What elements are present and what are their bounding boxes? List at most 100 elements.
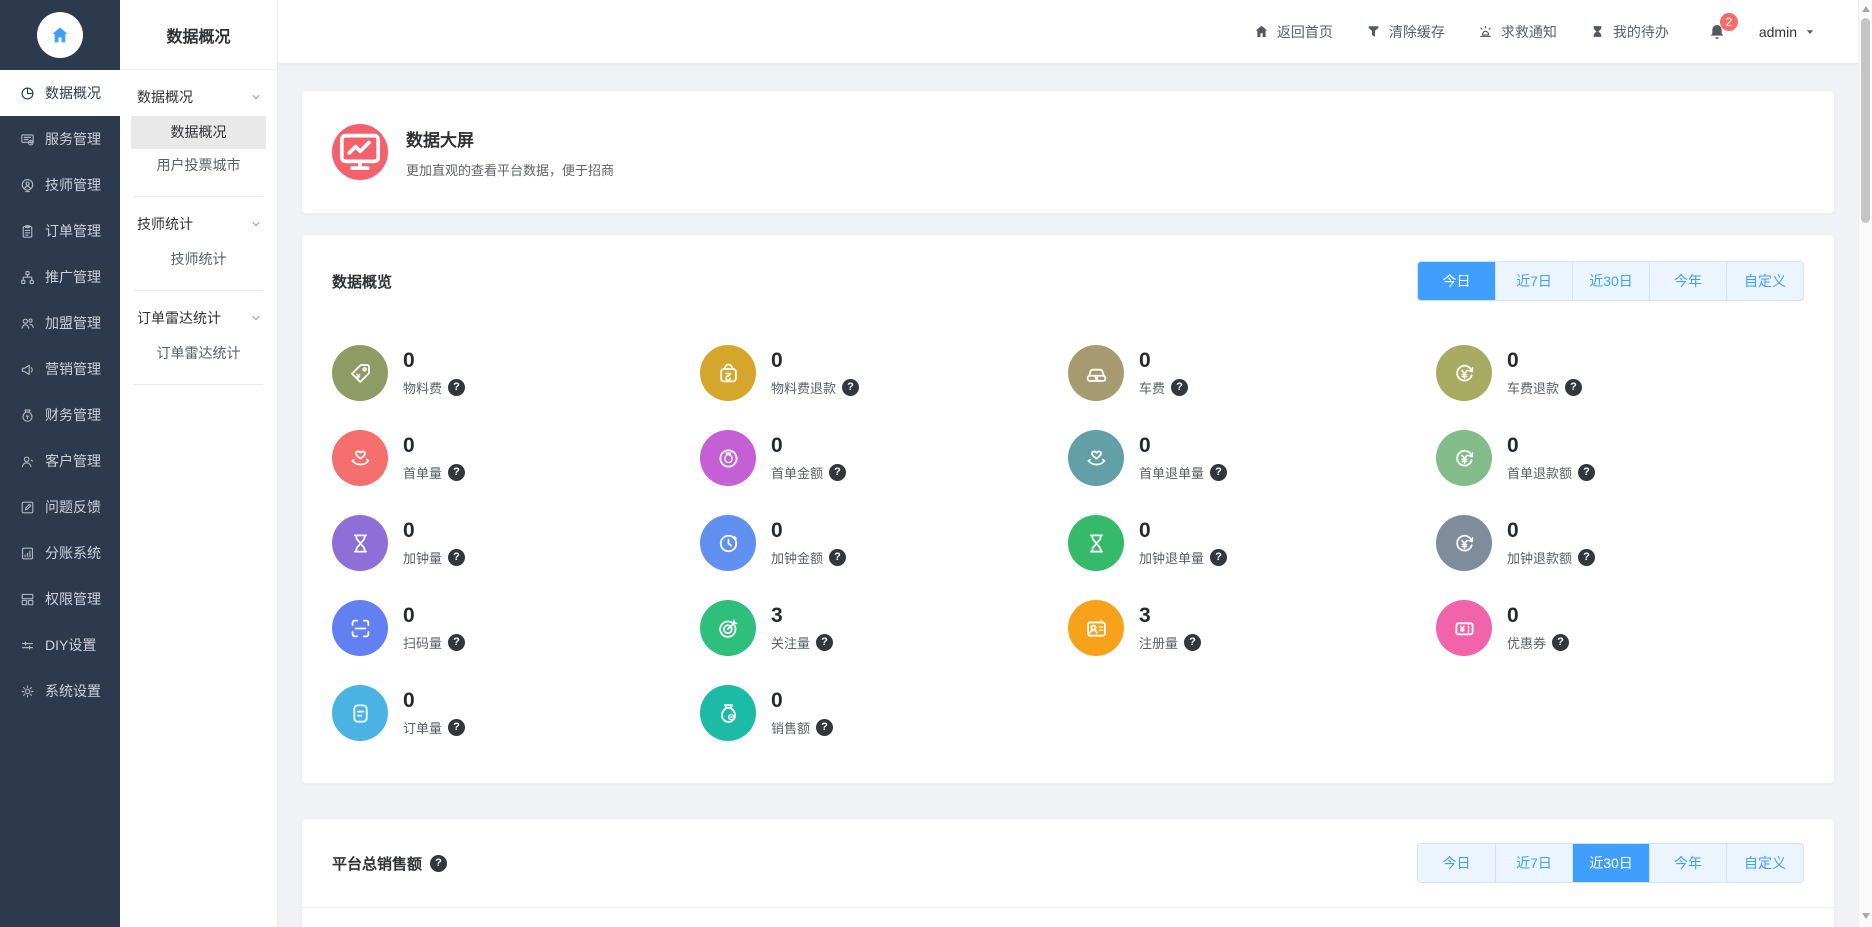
tab-近7日[interactable]: 近7日 [1495, 844, 1572, 883]
help-icon[interactable]: ? [1578, 463, 1596, 481]
subnav-group-header[interactable]: 订单雷达统计 [120, 299, 277, 337]
subnav-item[interactable]: 数据概况 [131, 116, 266, 149]
help-icon[interactable]: ? [1578, 548, 1596, 566]
overview-card: 数据概览 今日 近7日 近30日 今年 自定义 0 物料费? 0 物料费退款? 0 车费? 0 车费退… [302, 235, 1834, 784]
stat-text: 0 扫码量? [403, 604, 466, 652]
subnav-group-header[interactable]: 技师统计 [120, 205, 277, 243]
stat-item: 0 首单退单量? [1068, 430, 1436, 487]
stat-value: 0 [1139, 518, 1151, 542]
settings-icon [19, 683, 36, 700]
sidebar-item-franchise[interactable]: 加盟管理 [0, 300, 120, 346]
stat-label-row: 加钟退款额? [1507, 548, 1596, 567]
subnav-item[interactable]: 用户投票城市 [156, 157, 241, 173]
subnav-item[interactable]: 技师统计 [170, 251, 227, 267]
heart-hands-icon [332, 430, 388, 487]
franchise-icon [19, 315, 36, 332]
subnav-item[interactable]: 订单雷达统计 [156, 345, 241, 361]
help-icon[interactable]: ? [448, 463, 466, 481]
tab-近30日[interactable]: 近30日 [1572, 844, 1649, 883]
stat-value: 0 [771, 688, 783, 712]
sidebar-item-label: DIY设置 [45, 637, 97, 653]
help-icon[interactable]: ? [829, 548, 847, 566]
sidebar-item-finance[interactable]: 财务管理 [0, 392, 120, 438]
tab-今日[interactable]: 今日 [1442, 855, 1471, 872]
tab-近30日[interactable]: 近30日 [1572, 262, 1649, 301]
customer-icon [19, 453, 36, 470]
stat-label-row: 扫码量? [403, 633, 466, 652]
notifications-button[interactable]: 2 [1707, 12, 1738, 42]
sidebar-item-service[interactable]: 服务管理 [0, 116, 120, 162]
chevron-down-icon [249, 311, 263, 325]
stat-label: 加钟量 [403, 550, 443, 566]
sidebar-item-technician[interactable]: 技师管理 [0, 162, 120, 208]
banner-title: 数据大屏 [406, 130, 474, 150]
sidebar-item-settings[interactable]: 系统设置 [0, 668, 120, 714]
sidebar-item-feedback[interactable]: 问题反馈 [0, 484, 120, 530]
sidebar-item-permission[interactable]: 权限管理 [0, 576, 120, 622]
help-icon[interactable]: ? [816, 718, 834, 736]
help-icon[interactable]: ? [1171, 378, 1189, 396]
help-icon[interactable]: ? [1210, 548, 1228, 566]
heart-hands-icon [1068, 430, 1124, 487]
stat-item: 0 加钟退单量? [1068, 515, 1436, 572]
stat-item: 0 首单金额? [700, 430, 1068, 487]
help-icon[interactable]: ? [816, 633, 834, 651]
logo[interactable] [0, 0, 120, 70]
help-icon[interactable]: ? [1552, 633, 1570, 651]
tab-今年[interactable]: 今年 [1649, 262, 1726, 301]
help-icon[interactable]: ? [1565, 378, 1583, 396]
stat-label: 扫码量 [403, 635, 443, 651]
header-action-clear-cache[interactable]: 清除缓存 [1365, 22, 1445, 42]
help-icon[interactable]: ? [448, 548, 466, 566]
tab-近7日[interactable]: 近7日 [1495, 262, 1572, 301]
subnav-group-title: 订单雷达统计 [137, 310, 221, 326]
stat-label: 车费 [1139, 380, 1166, 396]
help-icon[interactable]: ? [448, 633, 466, 651]
help-icon[interactable]: ? [430, 854, 448, 872]
divider [134, 290, 263, 291]
sidebar: 数据概况 服务管理技师管理订单管理推广管理加盟管理 营销管理 财务管理 客户管理 问题反馈… [0, 0, 120, 927]
help-icon[interactable]: ? [829, 463, 847, 481]
stat-value: 0 [403, 348, 415, 372]
header-action-label: 返回首页 [1276, 23, 1333, 40]
sidebar-item-label: 技师管理 [45, 177, 101, 193]
data-screen-banner[interactable]: 数据大屏 更加直观的查看平台数据，便于招商 [302, 91, 1834, 214]
help-icon[interactable]: ? [1184, 633, 1202, 651]
stat-label: 车费退款 [1507, 380, 1560, 396]
header-action-todo[interactable]: 我的待办 [1589, 22, 1669, 42]
scrollbar-thumb[interactable] [1861, 18, 1870, 223]
tab-自定义[interactable]: 自定义 [1726, 844, 1803, 883]
sidebar-item-ledger[interactable]: 分账系统 [0, 530, 120, 576]
stat-text: 0 首单退单量? [1139, 434, 1228, 482]
tab-自定义[interactable]: 自定义 [1726, 262, 1803, 301]
hourglass-icon [332, 515, 388, 572]
tag-icon [332, 345, 388, 402]
header-action-home[interactable]: 返回首页 [1253, 22, 1333, 42]
sidebar-item-promotion[interactable]: 推广管理 [0, 254, 120, 300]
sidebar-item-pie-chart[interactable]: 数据概况 [0, 70, 120, 116]
user-menu[interactable]: admin [1759, 24, 1816, 40]
scrollbar-down-arrow[interactable] [1859, 909, 1872, 923]
subnav-group-header[interactable]: 数据概况 [120, 78, 277, 116]
subnav-group-title: 技师统计 [137, 216, 193, 232]
sidebar-item-label: 权限管理 [45, 591, 101, 607]
scrollbar-up-arrow[interactable] [1859, 2, 1872, 16]
sidebar-item-order-mgmt[interactable]: 订单管理 [0, 208, 120, 254]
logo-circle [37, 12, 83, 58]
sidebar-item-label: 推广管理 [45, 269, 101, 285]
help-icon[interactable]: ? [842, 378, 860, 396]
subnav: 数据概况 数据概况 数据概况 用户投票城市 技师统计 技师统计 订单雷达统计 订单雷达统计 [120, 0, 278, 927]
header-action-siren[interactable]: 求救通知 [1477, 22, 1557, 42]
sidebar-nav: 数据概况 服务管理技师管理订单管理推广管理加盟管理 营销管理 财务管理 客户管理 问题反馈… [0, 70, 120, 714]
tab-今日[interactable]: 今日 [1418, 262, 1495, 301]
tab-今年[interactable]: 今年 [1649, 844, 1726, 883]
help-icon[interactable]: ? [448, 718, 466, 736]
help-icon[interactable]: ? [448, 378, 466, 396]
target-icon [700, 600, 756, 657]
help-icon[interactable]: ? [1210, 463, 1228, 481]
stat-text: 0 首单退款额? [1507, 434, 1596, 482]
stat-item: 0 物料费退款? [700, 345, 1068, 402]
sidebar-item-customer[interactable]: 客户管理 [0, 438, 120, 484]
sidebar-item-marketing[interactable]: 营销管理 [0, 346, 120, 392]
sidebar-item-diy[interactable]: DIY设置 [0, 622, 120, 668]
